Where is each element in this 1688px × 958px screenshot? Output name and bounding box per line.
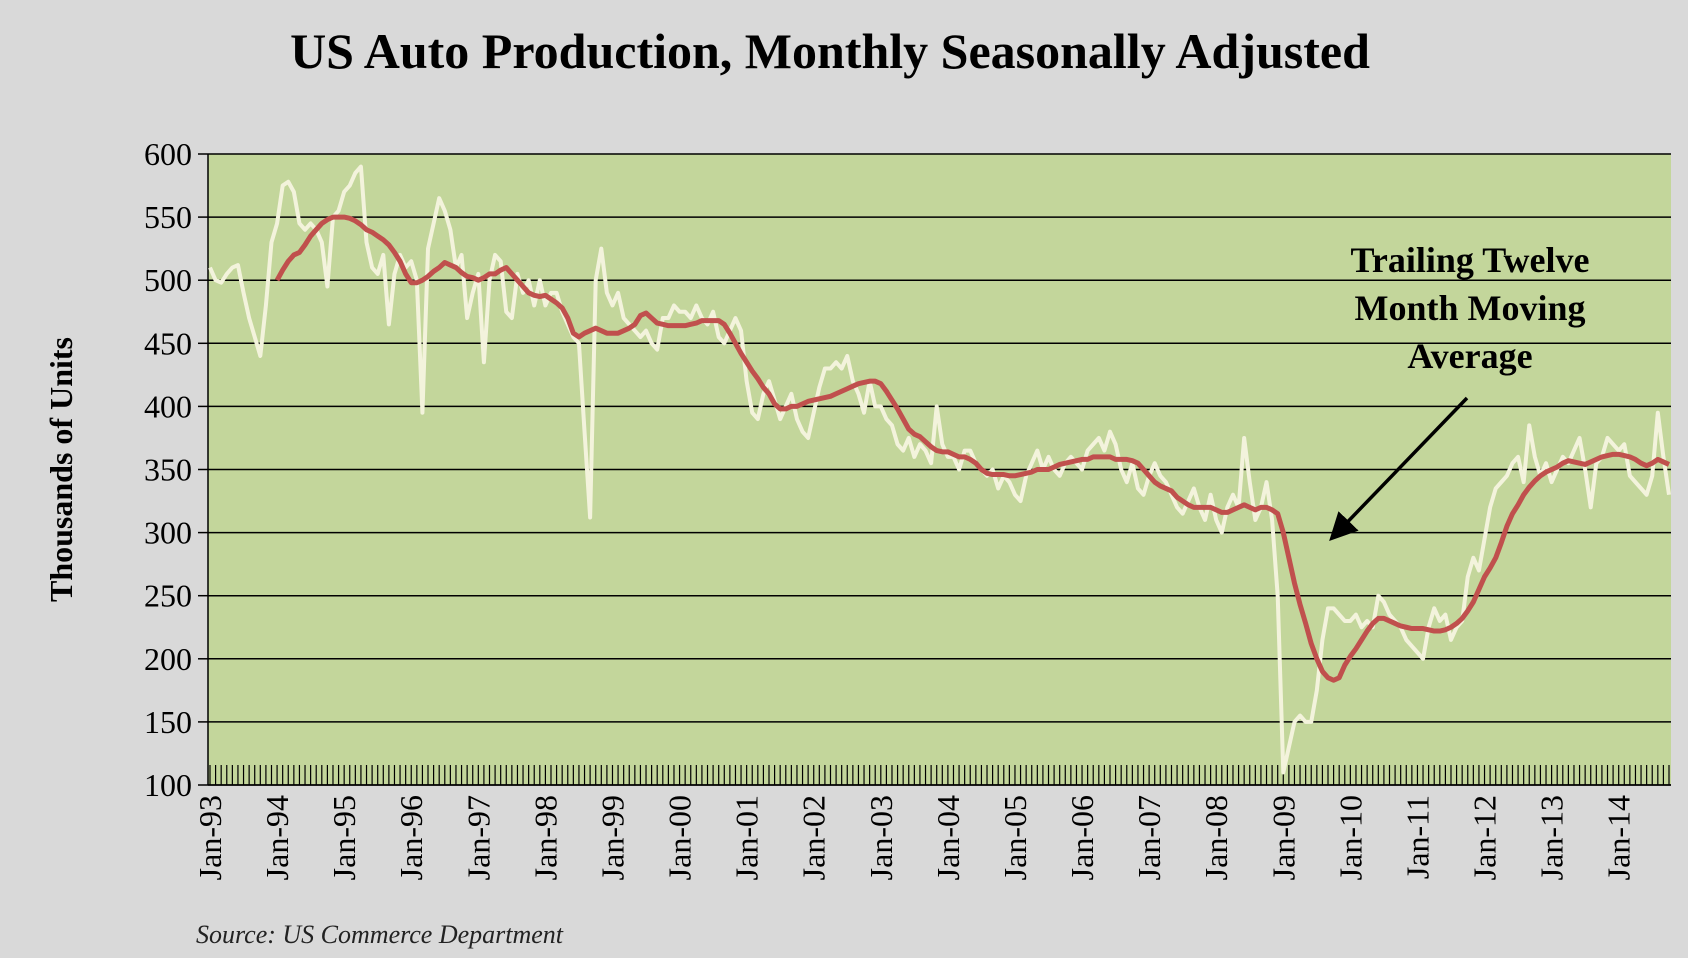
x-tick-label: Jan-00	[662, 795, 698, 880]
x-tick-label: Jan-06	[1064, 795, 1100, 880]
y-tick-label: 400	[144, 388, 192, 424]
x-tick-label: Jan-95	[326, 795, 362, 880]
y-tick-label: 500	[144, 262, 192, 298]
x-tick-label: Jan-97	[460, 795, 496, 880]
y-tick-label: 150	[144, 704, 192, 740]
y-tick-label: 300	[144, 515, 192, 551]
x-tick-label: Jan-11	[1399, 795, 1435, 879]
x-tick-label: Jan-14	[1601, 795, 1637, 880]
x-tick-label: Jan-05	[997, 795, 1033, 880]
source-note: Source: US Commerce Department	[196, 920, 564, 949]
annotation-arrow	[1329, 396, 1469, 542]
y-tick-label: 250	[144, 578, 192, 614]
x-tick-label: Jan-04	[930, 795, 966, 880]
x-tick-label: Jan-94	[259, 795, 295, 880]
x-tick-label: Jan-03	[863, 795, 899, 880]
series-line	[274, 214, 1671, 683]
chart-title: US Auto Production, Monthly Seasonally A…	[290, 23, 1370, 79]
y-tick-label: 550	[144, 199, 192, 235]
y-axis-label: Thousands of Units	[43, 337, 79, 602]
x-tick-label: Jan-96	[393, 795, 429, 880]
x-tick-label: Jan-98	[527, 795, 563, 880]
y-tick-label: 100	[144, 767, 192, 803]
x-tick-label: Jan-08	[1198, 795, 1234, 880]
annotation: Trailing Twelve Month Moving Average	[1350, 240, 1590, 376]
x-tick-label: Jan-99	[594, 795, 630, 880]
y-tick-label: 350	[144, 452, 192, 488]
y-tick-label: 200	[144, 641, 192, 677]
x-tick-label: Jan-12	[1467, 795, 1503, 880]
series-line	[208, 164, 1671, 775]
x-tick-label: Jan-09	[1265, 795, 1301, 880]
x-tick-label: Jan-93	[192, 795, 228, 880]
y-tick-label: 600	[144, 136, 192, 172]
x-tick-label: Jan-02	[796, 795, 832, 880]
x-tick-label: Jan-07	[1131, 795, 1167, 880]
x-tick-label: Jan-13	[1534, 795, 1570, 880]
x-tick-label: Jan-01	[729, 795, 765, 880]
y-tick-label: 450	[144, 325, 192, 361]
x-tick-label: Jan-10	[1332, 795, 1368, 880]
